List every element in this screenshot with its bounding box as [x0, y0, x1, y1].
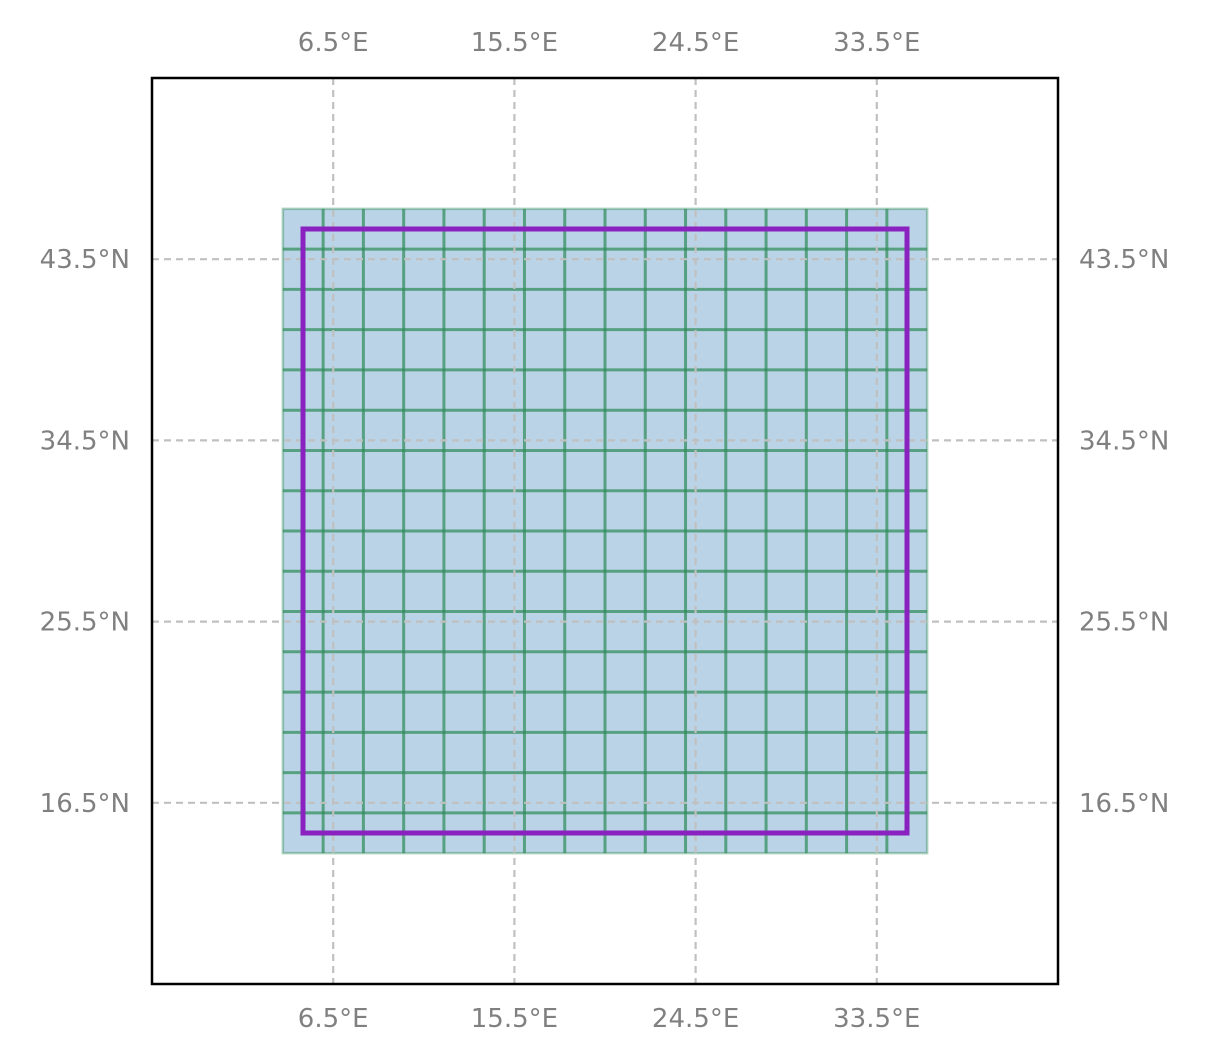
- region-box-layer: [300, 226, 910, 836]
- lat-label-right: 43.5°N: [1079, 245, 1169, 275]
- tile-grid-layer: [281, 207, 929, 855]
- lon-label-top: 15.5°E: [471, 28, 558, 58]
- lat-label-right: 16.5°N: [1079, 789, 1169, 819]
- map-frame: [150, 76, 1060, 986]
- lon-label-top: 6.5°E: [298, 28, 369, 58]
- lon-label-bottom: 33.5°E: [833, 1004, 920, 1034]
- region-box: [300, 226, 910, 836]
- lon-label-bottom: 15.5°E: [471, 1004, 558, 1034]
- lon-label-bottom: 6.5°E: [298, 1004, 369, 1034]
- graticule-labels-layer: 6.5°E 6.5°E 15.5°E 15.5°E 24.5°E 24.5°E 33.5°E…: [40, 28, 1170, 1034]
- lon-label-top: 33.5°E: [833, 28, 920, 58]
- lat-label-left: 43.5°N: [40, 245, 130, 275]
- lon-label-bottom: 24.5°E: [652, 1004, 739, 1034]
- lat-label-right: 34.5°N: [1079, 426, 1169, 456]
- lat-label-left: 25.5°N: [40, 608, 130, 638]
- lat-label-right: 25.5°N: [1079, 608, 1169, 638]
- lon-label-top: 24.5°E: [652, 28, 739, 58]
- lat-label-left: 34.5°N: [40, 426, 130, 456]
- lat-label-left: 16.5°N: [40, 789, 130, 819]
